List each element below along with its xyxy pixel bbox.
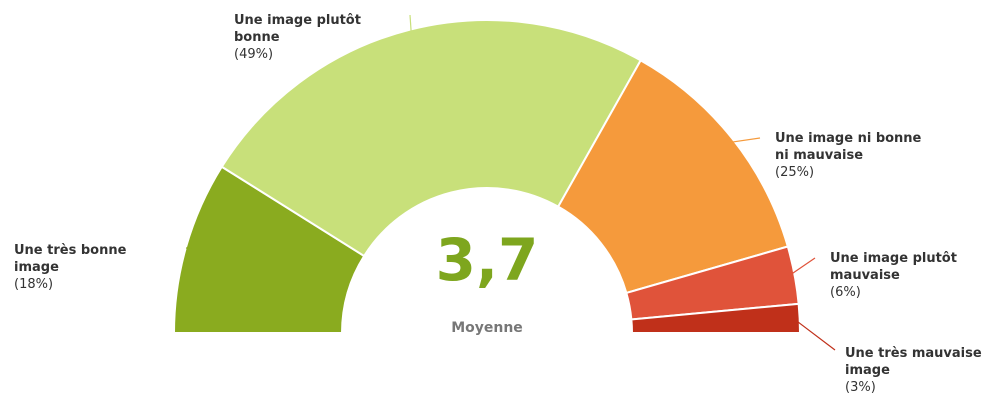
value-label: (3%): [845, 380, 876, 395]
leader-line: [788, 257, 816, 277]
segment-label: Une image plutôt mauvaise (6%): [830, 250, 980, 301]
value-label: (25%): [775, 165, 815, 180]
value-label: (6%): [830, 285, 861, 300]
center-value: 3,7: [436, 226, 539, 294]
leader-line: [793, 318, 836, 351]
category-label: Une image plutôt bonne: [234, 13, 361, 45]
center-caption: Moyenne: [451, 320, 523, 336]
segment: [220, 19, 643, 258]
segment-label: Une image plutôt bonne (49%): [234, 12, 384, 63]
category-label: Une très mauvaise image: [845, 346, 982, 378]
leader-line: [727, 137, 761, 144]
segment-label: Une très mauvaise image (3%): [845, 345, 995, 396]
segment-label: Une image ni bonne ni mauvaise (25%): [775, 130, 925, 181]
segment-label: Une très bonne image (18%): [14, 242, 154, 293]
segment: [556, 58, 790, 295]
segment: [630, 302, 802, 334]
category-label: Une image ni bonne ni mauvaise: [775, 131, 922, 163]
category-label: Une image plutôt mauvaise: [830, 251, 957, 283]
value-label: (18%): [14, 277, 54, 292]
value-label: (49%): [234, 47, 274, 62]
leader-line: [409, 14, 412, 36]
category-label: Une très bonne image: [14, 243, 127, 275]
